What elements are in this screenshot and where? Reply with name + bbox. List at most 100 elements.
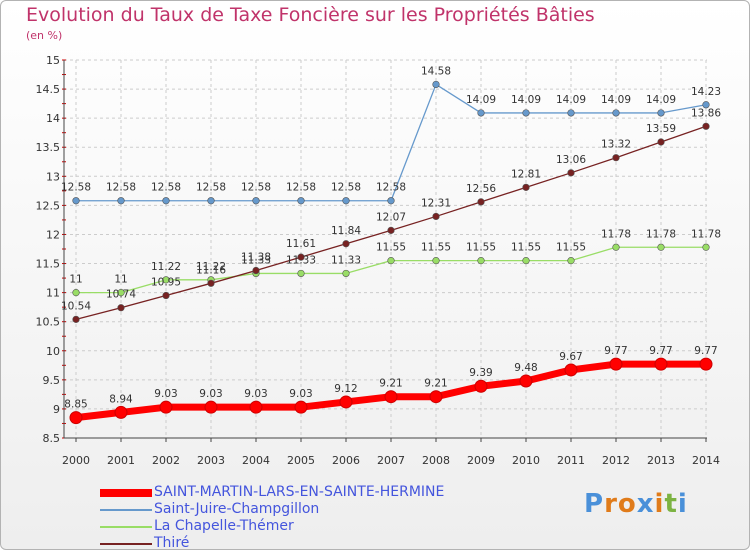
data-label: 13.32 [601,139,631,151]
data-label: 9.67 [559,351,582,363]
y-tick-label: 12 [46,228,60,241]
data-point [204,400,218,414]
y-tick-label: 10.5 [36,316,61,329]
data-label: 12.58 [106,182,136,194]
y-tick-label: 9.5 [43,374,61,387]
data-label: 9.48 [514,362,537,374]
data-label: 12.58 [241,182,271,194]
data-label: 9.21 [424,378,447,390]
x-tick-label: 2012 [602,454,630,467]
data-label: 9.77 [604,345,627,357]
data-label: 13.86 [691,107,721,119]
data-point [657,109,665,117]
data-label: 10.74 [106,289,136,301]
x-tick-label: 2009 [467,454,495,467]
data-label: 14.23 [691,86,721,98]
data-label: 11.78 [646,228,676,240]
data-point [207,197,215,205]
y-tick-label: 12.5 [36,199,61,212]
legend-item: Saint-Juire-Champgillon [100,501,444,518]
data-label: 12.07 [376,211,406,223]
x-tick-label: 2000 [62,454,90,467]
data-point [117,197,125,205]
y-tick-label: 13.5 [36,141,61,154]
data-point [429,390,443,404]
data-label: 9.03 [244,388,267,400]
data-point [387,226,395,234]
data-label: 9.03 [154,388,177,400]
data-label: 13.59 [646,123,676,135]
data-label: 12.31 [421,197,451,209]
proxiti-logo: Proxiti [584,489,688,519]
data-label: 11.55 [376,242,406,254]
x-tick-label: 2003 [197,454,225,467]
data-point [567,109,575,117]
data-point [339,395,353,409]
data-point [567,169,575,177]
data-point [297,197,305,205]
data-label: 12.56 [466,183,496,195]
data-point [477,109,485,117]
series-points [69,80,713,425]
grid-lines [64,59,707,439]
y-tick-label: 15 [46,54,60,67]
data-label: 11.22 [151,261,181,273]
data-label: 11.33 [241,254,271,266]
x-tick-label: 2006 [332,454,360,467]
data-point [249,400,263,414]
data-point [384,390,398,404]
data-point [252,266,260,275]
x-tick-label: 2014 [692,454,720,467]
data-point [432,80,440,89]
data-point [519,374,533,388]
legend-item: SAINT-MARTIN-LARS-EN-SAINTE-HERMINE [100,484,444,501]
data-point [477,198,485,206]
legend-swatch [100,508,152,511]
x-tick-label: 2010 [512,454,540,467]
data-point [159,400,173,414]
chart-subtitle: (en %) [26,29,63,42]
data-label: 12.81 [511,168,541,180]
data-point [69,411,83,425]
data-point [162,291,170,300]
logo-letter: o [617,489,637,519]
data-label: 14.09 [601,94,631,106]
data-point [72,289,80,297]
data-label: 9.39 [469,367,492,379]
data-label: 11.16 [196,264,226,276]
data-point [117,289,125,297]
data-label: 12.58 [196,182,226,194]
data-point [654,357,668,371]
logo-letter: x [636,489,655,519]
data-label: 11 [114,274,127,286]
legend-item: La Chapelle-Thémer [100,518,444,535]
data-label: 11.38 [241,252,271,264]
y-tick-label: 10 [46,345,60,358]
data-label: 11 [69,274,82,286]
data-point [522,109,530,117]
data-label: 10.95 [151,277,181,289]
data-label: 9.12 [334,383,357,395]
legend-swatch [100,542,152,545]
data-point [699,357,713,371]
data-label: 11.55 [511,242,541,254]
x-tick-label: 2004 [242,454,270,467]
logo-letter: P [584,489,605,519]
data-point [612,154,620,162]
legend-item: Thiré [100,535,444,552]
data-label: 11.78 [691,228,721,240]
data-label: 14.09 [556,94,586,106]
data-point [297,269,305,278]
x-tick-label: 2002 [152,454,180,467]
x-tick-label: 2007 [377,454,405,467]
legend-label: SAINT-MARTIN-LARS-EN-SAINTE-HERMINE [154,484,445,500]
data-point [702,243,710,251]
data-label: 12.58 [61,182,91,194]
data-point [612,243,620,251]
data-label: 14.09 [466,94,496,106]
legend-swatch [100,525,152,528]
x-tick-label: 2001 [107,454,135,467]
data-point [387,197,395,205]
data-point [522,183,530,191]
data-label: 14.09 [511,94,541,106]
